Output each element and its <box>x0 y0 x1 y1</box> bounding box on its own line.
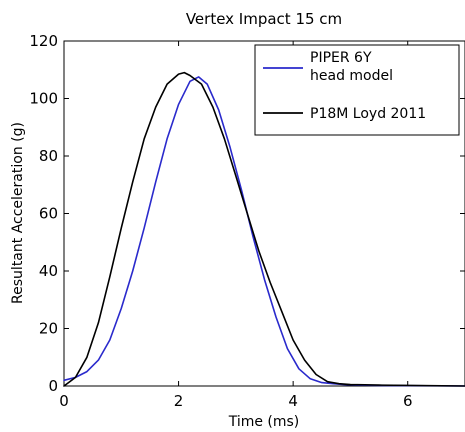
series-line-0 <box>63 76 465 387</box>
y-tick-label: 20 <box>39 320 58 338</box>
x-tick-label: 4 <box>288 392 298 410</box>
x-tick-label: 0 <box>59 392 69 410</box>
y-tick-label: 60 <box>39 205 58 223</box>
y-tick-label: 0 <box>48 377 58 395</box>
x-tick-label: 2 <box>174 392 184 410</box>
series-line-1 <box>63 71 465 387</box>
x-axis-ticks: 0 2 4 6 <box>59 41 412 410</box>
chart-title: Vertex Impact 15 cm <box>186 10 342 28</box>
y-tick-label: 120 <box>29 32 58 50</box>
y-tick-label: 100 <box>29 90 58 108</box>
y-tick-label: 40 <box>39 262 58 280</box>
series-lines <box>63 71 465 387</box>
legend: PIPER 6Y head model P18M Loyd 2011 <box>254 44 460 136</box>
y-axis-ticks: 0 20 40 60 80 100 120 <box>29 32 465 395</box>
y-axis-label: Resultant Acceleration (g) <box>10 122 26 304</box>
x-axis-label: Time (ms) <box>228 414 300 430</box>
x-tick-label: 6 <box>403 392 413 410</box>
y-tick-label: 80 <box>39 147 58 165</box>
legend-label-0: PIPER 6Y head model <box>310 50 393 84</box>
legend-box <box>254 44 460 136</box>
legend-label-1: P18M Loyd 2011 <box>310 106 426 122</box>
